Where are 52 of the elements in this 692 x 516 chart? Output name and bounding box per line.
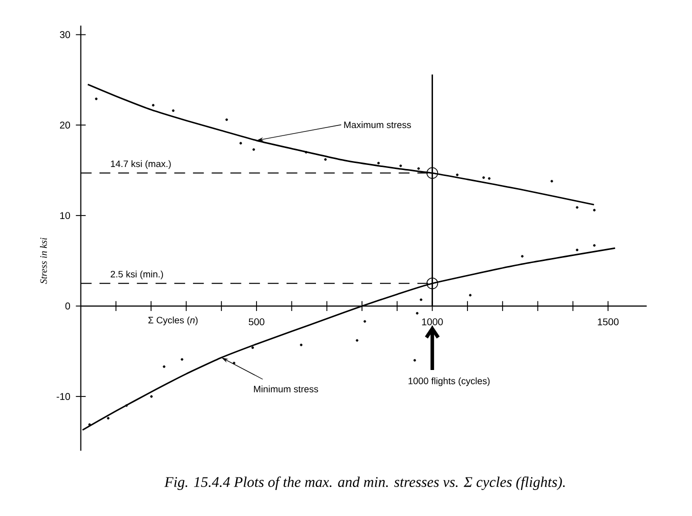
x-tick-label: 500 xyxy=(248,318,264,326)
point xyxy=(152,104,154,107)
point xyxy=(420,298,422,302)
point xyxy=(426,167,438,179)
point xyxy=(593,208,596,212)
point xyxy=(172,109,175,112)
point xyxy=(413,359,416,362)
point xyxy=(468,294,472,297)
point xyxy=(364,320,366,323)
point xyxy=(225,118,228,122)
point xyxy=(94,98,98,100)
point xyxy=(252,148,256,151)
point xyxy=(521,255,524,258)
point xyxy=(426,278,438,290)
point xyxy=(162,365,166,368)
point xyxy=(482,176,485,179)
y-tick-label: 30 xyxy=(60,31,70,38)
point xyxy=(456,174,459,176)
point xyxy=(324,158,327,161)
point xyxy=(399,164,402,168)
point xyxy=(232,362,236,364)
point xyxy=(593,244,596,247)
point xyxy=(150,395,153,398)
point xyxy=(576,206,578,209)
y-axis-title: Stress in ksi xyxy=(40,238,47,284)
y-tick-label: 10 xyxy=(60,212,70,220)
y-tick-label: -10 xyxy=(56,393,70,400)
caption: Fig. 15.4.4 Plots of the max. and min. stresses vs. Σ cycles (flights). xyxy=(164,476,565,490)
point xyxy=(377,162,380,164)
ref-line-label: 14.7 ksi (max.) xyxy=(110,160,171,170)
x-axis-title: Σ Cycles (n) xyxy=(148,316,198,326)
y-tick-label: 0 xyxy=(65,302,70,310)
point xyxy=(576,248,578,252)
point xyxy=(416,312,418,315)
point xyxy=(88,423,91,426)
y-tick-label: 20 xyxy=(60,122,70,129)
point xyxy=(417,167,420,170)
point xyxy=(251,346,254,350)
point xyxy=(300,344,302,346)
point xyxy=(180,358,184,361)
point xyxy=(356,339,358,342)
ref-line-label: 1000 flights (cycles) xyxy=(408,378,490,386)
point xyxy=(488,177,491,180)
point xyxy=(106,417,110,420)
point xyxy=(550,180,554,183)
x-tick-label: 1500 xyxy=(598,318,619,326)
annotation: Maximum stress xyxy=(344,121,411,128)
point xyxy=(239,142,242,145)
x-tick-label: 1000 xyxy=(422,318,443,326)
annotation: Minimum stress xyxy=(254,386,318,392)
ref-line-label: 2.5 ksi (min.) xyxy=(110,270,163,280)
point xyxy=(304,151,308,154)
